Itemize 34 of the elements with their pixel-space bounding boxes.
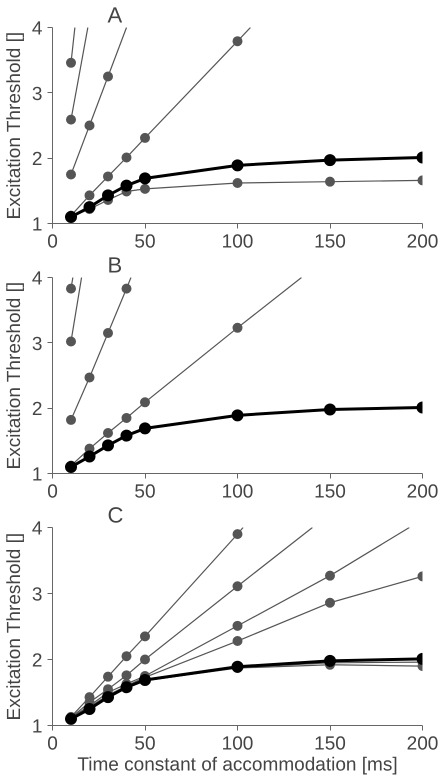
chart-title: B	[108, 252, 122, 278]
x-tick-label: 0	[47, 734, 58, 754]
x-tick-label: 50	[134, 232, 156, 252]
x-tick-label: 100	[222, 734, 254, 754]
x-tick-label: 150	[314, 482, 346, 502]
x-tick-label: 50	[134, 482, 156, 502]
y-tick-label: 1	[32, 214, 43, 236]
x-tick-label: 100	[222, 482, 254, 502]
x-tick-label: 100	[222, 232, 254, 252]
x-tick-label: 150	[314, 734, 346, 754]
y-tick-label: 3	[32, 584, 43, 606]
x-axis-title: Time constant of accommodation [ms]	[77, 754, 398, 775]
y-axis-title: Excitation Threshold []	[4, 32, 25, 220]
y-tick-label: 4	[32, 268, 43, 290]
x-tick-label: 150	[314, 232, 346, 252]
x-tick-label: 200	[406, 232, 438, 252]
x-tick-label: 50	[134, 734, 156, 754]
y-tick-label: 2	[32, 650, 43, 672]
y-tick-label: 4	[32, 18, 43, 40]
x-tick-label: 0	[47, 232, 58, 252]
y-axis-title: Excitation Threshold []	[4, 282, 25, 470]
x-tick-label: 0	[47, 482, 58, 502]
chart-title: C	[108, 502, 124, 528]
y-tick-label: 3	[32, 334, 43, 355]
x-tick-label: 200	[406, 482, 438, 502]
y-tick-label: 1	[32, 464, 43, 486]
x-tick-label: 200	[406, 734, 438, 754]
y-tick-label: 3	[32, 84, 43, 105]
y-tick-label: 1	[32, 716, 43, 738]
y-tick-label: 2	[32, 149, 43, 170]
y-axis-title: Excitation Threshold []	[4, 532, 25, 720]
chart-title: A	[108, 2, 122, 28]
y-tick-label: 4	[32, 518, 43, 540]
y-tick-label: 2	[32, 399, 43, 420]
